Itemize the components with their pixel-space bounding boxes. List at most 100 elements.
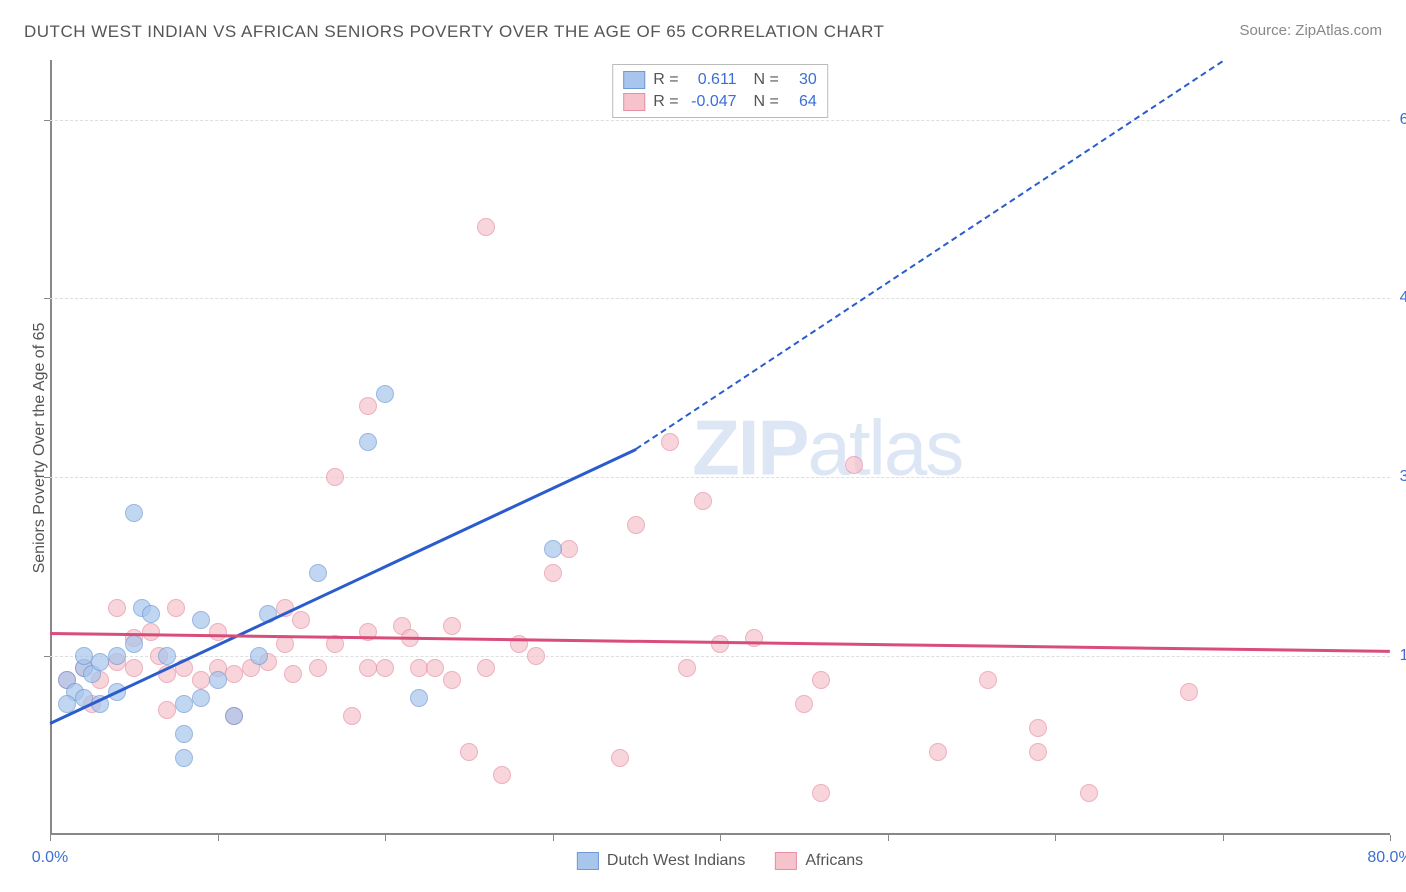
x-tick-mark: [553, 835, 554, 841]
x-tick-mark: [50, 835, 51, 841]
data-point: [493, 766, 511, 784]
data-point: [250, 647, 268, 665]
correlation-legend: R =0.611 N =30R =-0.047 N =64: [612, 64, 828, 118]
data-point: [225, 707, 243, 725]
correlation-legend-row: R =-0.047 N =64: [623, 91, 817, 113]
data-point: [694, 492, 712, 510]
data-point: [1180, 683, 1198, 701]
legend-n-value: 64: [787, 93, 817, 111]
data-point: [292, 611, 310, 629]
data-point: [745, 629, 763, 647]
data-point: [544, 540, 562, 558]
data-point: [527, 647, 545, 665]
data-point: [443, 671, 461, 689]
data-point: [477, 218, 495, 236]
data-point: [1080, 784, 1098, 802]
data-point: [276, 635, 294, 653]
gridline: [50, 120, 1390, 121]
data-point: [175, 695, 193, 713]
x-tick-mark: [385, 835, 386, 841]
x-tick-mark: [720, 835, 721, 841]
data-point: [376, 385, 394, 403]
correlation-legend-row: R =0.611 N =30: [623, 69, 817, 91]
legend-r-value: 0.611: [687, 71, 737, 89]
data-point: [359, 433, 377, 451]
legend-swatch: [775, 852, 797, 870]
legend-n-value: 30: [787, 71, 817, 89]
data-point: [410, 689, 428, 707]
data-point: [175, 725, 193, 743]
data-point: [225, 665, 243, 683]
legend-r-label: R =: [653, 93, 678, 111]
data-point: [627, 516, 645, 534]
y-tick-label: 45.0%: [1400, 289, 1406, 307]
scatter-plot: ZIPatlas R =0.611 N =30R =-0.047 N =64 D…: [50, 60, 1390, 835]
x-tick-mark: [888, 835, 889, 841]
y-tick-label: 30.0%: [1400, 468, 1406, 486]
series-legend-label: Africans: [805, 852, 863, 870]
data-point: [979, 671, 997, 689]
data-point: [158, 647, 176, 665]
data-point: [460, 743, 478, 761]
y-tick-label: 60.0%: [1400, 111, 1406, 129]
data-point: [108, 647, 126, 665]
data-point: [376, 659, 394, 677]
legend-n-label: N =: [745, 93, 779, 111]
data-point: [91, 653, 109, 671]
data-point: [359, 397, 377, 415]
data-point: [611, 749, 629, 767]
data-point: [192, 689, 210, 707]
data-point: [75, 647, 93, 665]
data-point: [711, 635, 729, 653]
data-point: [209, 623, 227, 641]
trend-line: [636, 60, 1223, 449]
data-point: [544, 564, 562, 582]
data-point: [125, 504, 143, 522]
y-tick-mark: [44, 120, 50, 121]
data-point: [192, 611, 210, 629]
x-tick-mark: [1223, 835, 1224, 841]
data-point: [108, 599, 126, 617]
data-point: [929, 743, 947, 761]
gridline: [50, 298, 1390, 299]
x-tick-label: 80.0%: [1367, 849, 1406, 867]
data-point: [284, 665, 302, 683]
data-point: [845, 456, 863, 474]
data-point: [426, 659, 444, 677]
series-legend-item: Africans: [775, 852, 863, 870]
data-point: [410, 659, 428, 677]
chart-title: DUTCH WEST INDIAN VS AFRICAN SENIORS POV…: [24, 22, 884, 42]
data-point: [309, 659, 327, 677]
data-point: [678, 659, 696, 677]
data-point: [343, 707, 361, 725]
data-point: [661, 433, 679, 451]
series-legend-label: Dutch West Indians: [607, 852, 745, 870]
trend-line: [49, 448, 636, 724]
data-point: [812, 784, 830, 802]
gridline: [50, 477, 1390, 478]
legend-r-label: R =: [653, 71, 678, 89]
data-point: [477, 659, 495, 677]
legend-swatch: [623, 93, 645, 111]
data-point: [1029, 719, 1047, 737]
data-point: [560, 540, 578, 558]
data-point: [175, 749, 193, 767]
watermark: ZIPatlas: [692, 402, 962, 493]
y-tick-label: 15.0%: [1400, 647, 1406, 665]
data-point: [167, 599, 185, 617]
y-tick-mark: [44, 477, 50, 478]
chart-area: Seniors Poverty Over the Age of 65 ZIPat…: [50, 60, 1390, 835]
data-point: [1029, 743, 1047, 761]
data-point: [142, 605, 160, 623]
y-axis-line: [50, 60, 52, 835]
y-axis-label: Seniors Poverty Over the Age of 65: [31, 322, 49, 573]
data-point: [812, 671, 830, 689]
y-tick-mark: [44, 656, 50, 657]
data-point: [326, 468, 344, 486]
data-point: [309, 564, 327, 582]
data-point: [125, 659, 143, 677]
data-point: [209, 671, 227, 689]
x-tick-label: 0.0%: [32, 849, 68, 867]
data-point: [158, 701, 176, 719]
data-point: [359, 659, 377, 677]
